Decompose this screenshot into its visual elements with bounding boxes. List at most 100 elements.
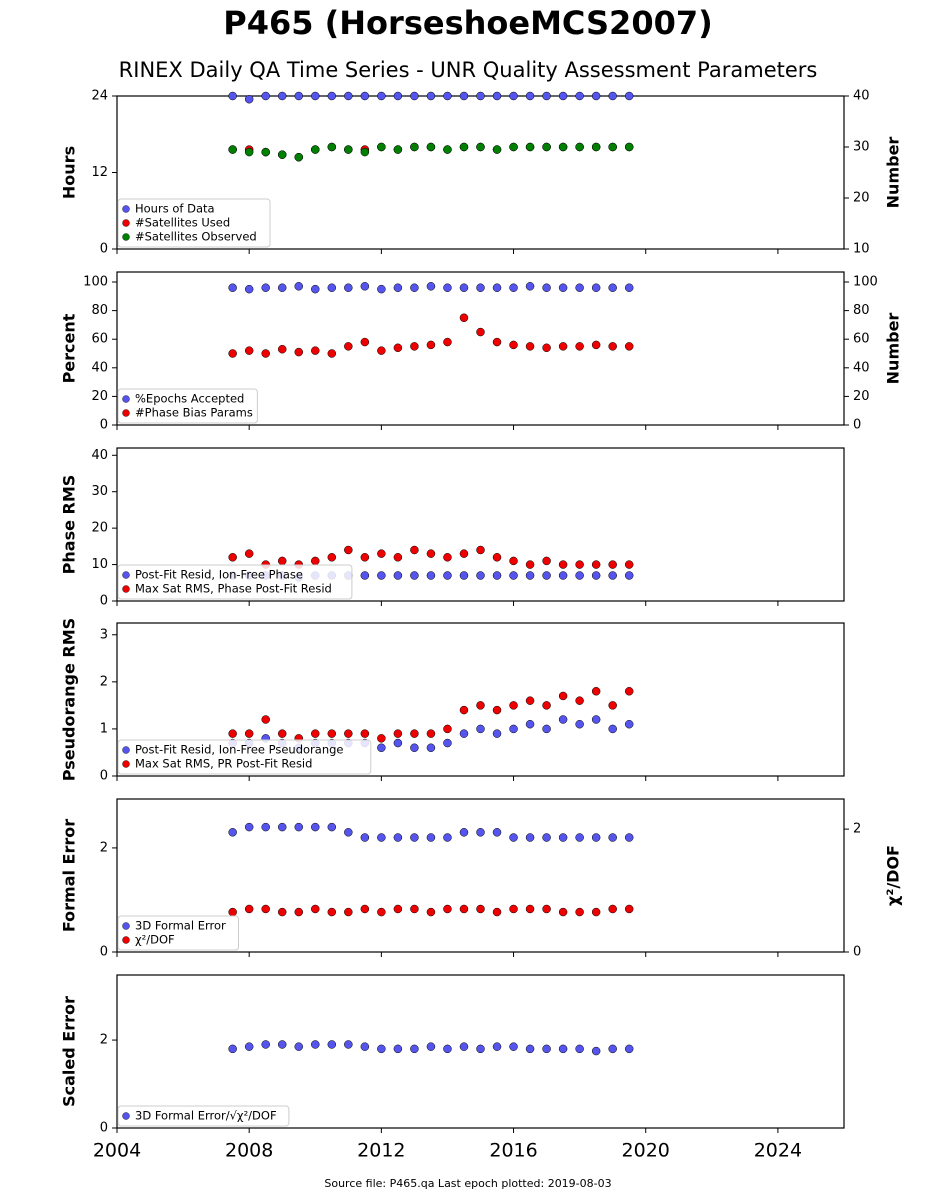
data-point — [311, 904, 320, 914]
legend-label: χ²/DOF — [135, 933, 175, 947]
y-axis-label: Phase RMS — [60, 475, 79, 575]
data-point — [228, 91, 237, 101]
data-point — [277, 907, 287, 917]
y-tick-label: 2 — [100, 674, 108, 689]
data-point — [277, 283, 287, 292]
data-point — [492, 907, 502, 917]
data-point — [443, 1044, 452, 1054]
data-point — [410, 743, 419, 753]
x-tick-label: 2012 — [357, 1140, 405, 1162]
data-point — [525, 1044, 535, 1054]
y-axis-label: Pseudorange RMS — [60, 618, 79, 781]
data-point — [294, 822, 303, 832]
y-tick-label: 20 — [91, 389, 108, 404]
data-point — [277, 91, 287, 101]
data-point — [311, 145, 320, 154]
data-point — [311, 1040, 320, 1049]
data-point — [509, 91, 518, 101]
data-point — [294, 347, 303, 357]
data-point — [542, 1044, 551, 1054]
data-point — [393, 904, 403, 914]
y2-tick-label: 0 — [853, 945, 861, 960]
y2-tick-label: 100 — [853, 275, 878, 290]
y-axis-label: Formal Error — [60, 819, 79, 932]
data-point — [459, 828, 469, 837]
data-point — [509, 833, 518, 842]
data-point — [591, 571, 601, 580]
data-point — [360, 571, 370, 580]
legend-marker — [122, 936, 130, 944]
data-point — [525, 91, 535, 101]
data-point — [591, 907, 601, 917]
data-point — [327, 553, 337, 562]
y-tick-label: 0 — [100, 242, 108, 257]
y-tick-label: 40 — [91, 360, 108, 375]
data-point — [476, 701, 485, 710]
legend-marker — [122, 571, 130, 579]
data-point — [575, 342, 584, 351]
data-point — [393, 145, 403, 154]
data-point — [575, 1044, 584, 1054]
data-point — [327, 142, 337, 152]
data-point — [558, 91, 568, 101]
data-point — [360, 553, 370, 562]
data-point — [327, 91, 337, 101]
data-point — [393, 1044, 403, 1054]
data-point — [624, 283, 634, 292]
data-point — [244, 284, 254, 294]
legend-label: Post-Fit Resid, Ion-Free Phase — [135, 568, 303, 582]
data-point — [443, 91, 452, 101]
legend-marker — [122, 922, 130, 930]
data-point — [624, 571, 634, 580]
data-point — [377, 549, 386, 558]
data-point — [525, 719, 535, 729]
data-point — [228, 729, 237, 738]
data-point — [624, 342, 634, 351]
data-point — [525, 571, 535, 580]
data-point — [575, 833, 584, 842]
plot-frame — [116, 622, 845, 777]
data-point — [393, 833, 403, 842]
data-point — [492, 337, 502, 347]
data-point — [542, 833, 551, 842]
data-point — [492, 553, 502, 562]
data-point — [228, 349, 237, 358]
data-point — [542, 343, 551, 353]
data-point — [558, 907, 568, 917]
data-point — [476, 91, 485, 101]
data-point — [410, 833, 419, 842]
data-point — [443, 833, 452, 842]
data-point — [261, 147, 270, 157]
data-point — [591, 833, 601, 842]
y2-axis-label: Number — [884, 137, 903, 209]
data-point — [575, 571, 584, 580]
legend-label: Post-Fit Resid, Ion-Free Pseudorange — [135, 743, 343, 757]
data-point — [591, 1046, 601, 1056]
data-point — [608, 342, 617, 351]
data-point — [608, 1044, 617, 1054]
data-point — [443, 553, 452, 562]
y-tick-label: 0 — [100, 769, 108, 784]
data-point — [459, 904, 469, 914]
data-point — [393, 343, 403, 353]
data-point — [459, 313, 469, 323]
y-tick-label: 80 — [91, 303, 108, 318]
data-point — [525, 560, 535, 569]
data-point — [575, 283, 584, 292]
data-point — [509, 724, 518, 734]
data-point — [377, 833, 386, 842]
data-point — [542, 701, 551, 710]
data-point — [443, 724, 452, 734]
data-point — [228, 828, 237, 837]
data-point — [228, 907, 237, 917]
data-point — [591, 560, 601, 569]
data-point — [377, 91, 386, 101]
data-point — [410, 91, 419, 101]
data-point — [344, 828, 353, 837]
data-point — [327, 729, 337, 738]
data-point — [575, 91, 584, 101]
data-point — [311, 556, 320, 566]
data-point — [360, 147, 370, 157]
data-point — [509, 904, 518, 914]
